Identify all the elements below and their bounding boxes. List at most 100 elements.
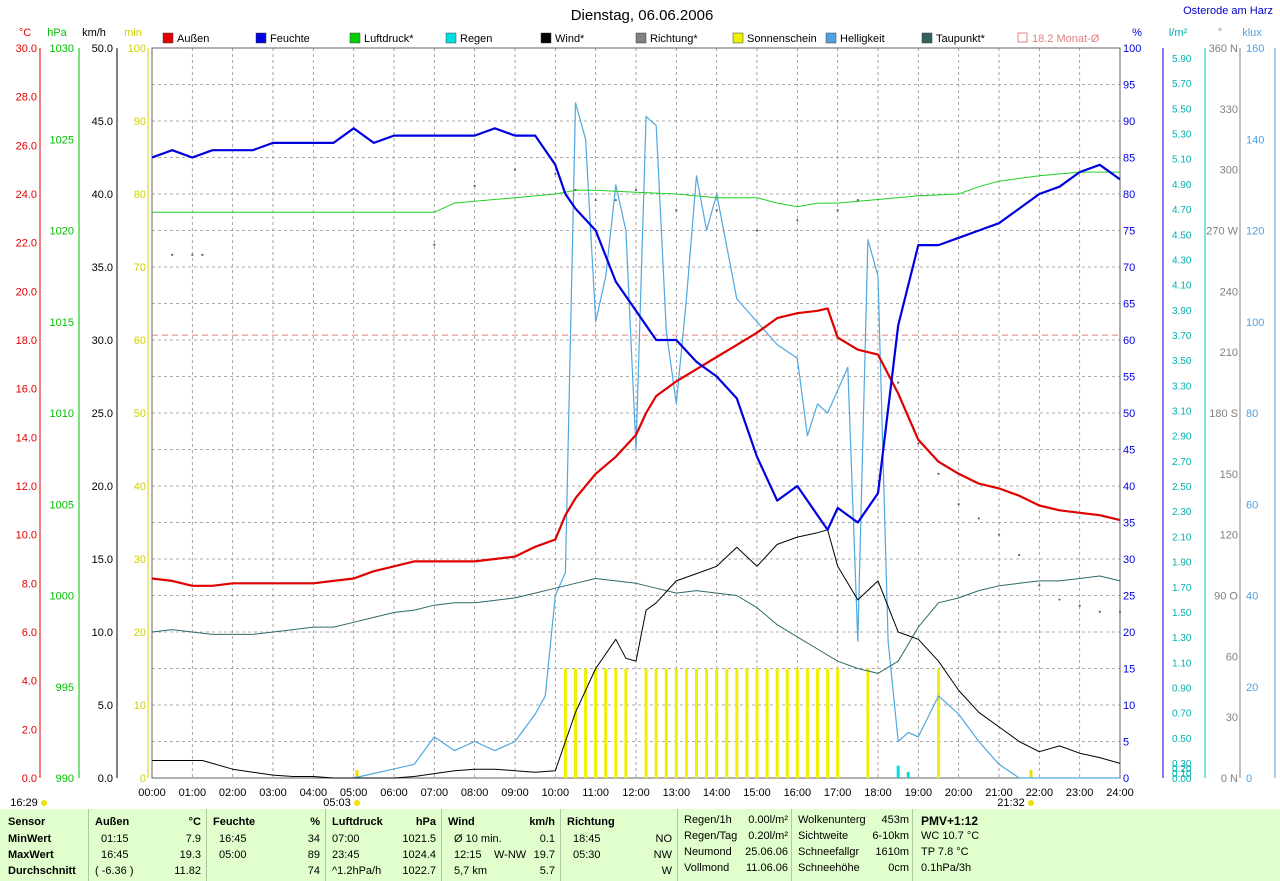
direction-point (594, 198, 597, 202)
stats-regen-value: 0.20l/m² (748, 830, 788, 842)
direction-tick-label: 120 (1220, 530, 1238, 542)
stats-richtung-header: Richtung (567, 816, 615, 828)
humidity-tick-label: 95 (1123, 80, 1135, 92)
humidity-tick-label: 65 (1123, 299, 1135, 311)
direction-point (1058, 598, 1061, 601)
direction-tick-label: 270 W (1206, 226, 1238, 238)
sunshine-bar (644, 668, 648, 778)
rain-tick-label: 1.90 (1172, 558, 1192, 569)
direction-tick-label: 180 S (1209, 408, 1238, 420)
stats-wolken-label: Schneefallgr (798, 846, 860, 858)
direction-tick-label: 150 (1220, 469, 1238, 481)
direction-point (433, 243, 436, 246)
legend-label: 18.2 Monat-Ø (1032, 33, 1100, 45)
direction-tick-label: 90 O (1214, 591, 1238, 603)
rain-tick-label: 1.10 (1172, 658, 1192, 669)
stats-feuchte-max-time: 05:00 (219, 849, 247, 861)
humidity-tick-label: 35 (1123, 518, 1135, 530)
wind-tick-label: 30.0 (92, 335, 113, 347)
legend-label: Helligkeit (840, 33, 885, 45)
stats-feuchte-min: 34 (307, 833, 320, 845)
stats-wind-max-dir: W-NW (494, 849, 527, 861)
time-tick-label: 21:00 (985, 787, 1013, 799)
time-tick-label: 19:00 (905, 787, 933, 799)
rain-tick-label: 1.70 (1172, 583, 1192, 594)
temp-tick-label: 20.0 (16, 286, 37, 298)
pressure-tick-label: 1000 (50, 591, 74, 603)
direction-point (1038, 584, 1041, 587)
weather-chart: 30.0 28.0 26.0 24.0 22.0 20.0 18.0 16.0 14.0 12.0… (10, 5, 1276, 809)
humidity-tick-label: 50 (1123, 408, 1135, 420)
time-tick-label: 14:00 (703, 787, 731, 799)
stats-wind-min-label: Ø 10 min. (454, 833, 502, 845)
stats-wind-unit: km/h (529, 816, 555, 828)
stats-aussen-avg-note: ( -6.36 ) (95, 865, 134, 877)
stats-regen-col: Regen/1h 0.00l/m² Regen/Tag 0.20l/m² Neu… (677, 809, 792, 881)
rain-bar (896, 765, 900, 778)
rain-tick-label: 5.90 (1172, 54, 1192, 65)
humidity-unit: % (1132, 27, 1142, 39)
stats-wolken-value: 6-10km (872, 830, 909, 842)
stats-aussen-min: 7.9 (185, 833, 201, 845)
plot-frame (151, 47, 1121, 779)
stats-richtung-max-time: 05:30 (573, 849, 601, 861)
rain-tick-label: 3.10 (1172, 407, 1192, 418)
sun-tick-label: 30 (134, 554, 146, 566)
stats-wolken-value: 1610m (875, 846, 909, 858)
time-tick-label: 06:00 (380, 787, 408, 799)
light-tick-label: 60 (1246, 499, 1258, 511)
time-tick-label: 15:00 (743, 787, 771, 799)
sunshine-bar (866, 668, 870, 778)
rain-tick-label: 5.30 (1172, 130, 1192, 141)
stats-moon-value: 25.06.06 (745, 846, 788, 858)
stats-aussen-header: Außen (95, 816, 130, 828)
time-tick-label: 13:00 (663, 787, 691, 799)
time-tick-label: 18:00 (864, 787, 892, 799)
stats-moon-label: Neumond (684, 846, 732, 858)
temp-tick-label: 2.0 (22, 724, 37, 736)
wind-tick-label: 5.0 (98, 700, 113, 712)
direction-tick-label: 60 (1226, 651, 1238, 663)
stats-wind-max: 19.7 (533, 849, 555, 861)
stats-wolken-col: Wolkenunterg 453m Sichtweite 6-10km Schn… (791, 809, 913, 881)
temp-tick-label: 30.0 (16, 43, 37, 55)
wind-tick-label: 25.0 (92, 408, 113, 420)
direction-tick-label: 210 (1220, 347, 1238, 359)
rain-tick-label: 0.20 (1172, 764, 1192, 775)
direction-unit: ° (1218, 27, 1222, 39)
stats-feuchte-avg: 74 (307, 865, 320, 877)
stats-aussen-max-time: 16:45 (101, 849, 129, 861)
humidity-tick-label: 15 (1123, 664, 1135, 676)
direction-point (574, 188, 577, 192)
pressure-tick-label: 1025 (50, 134, 74, 146)
rain-tick-label: 0.50 (1172, 734, 1192, 745)
time-tick-label: 04:00 (300, 787, 328, 799)
light-tick-label: 40 (1246, 591, 1258, 603)
temp-tick-label: 10.0 (16, 530, 37, 542)
stats-pmv-value: PMV+1:12 (921, 814, 979, 828)
direction-point (201, 253, 204, 256)
light-tick-label: 20 (1246, 682, 1258, 694)
wind-tick-label: 40.0 (92, 189, 113, 201)
stats-pressure-trend: 0.1hPa/3h (921, 862, 972, 874)
temp-tick-label: 8.0 (22, 578, 37, 590)
sun-tick-label: 80 (134, 189, 146, 201)
sunshine-bar (695, 668, 698, 778)
stats-luftdruck-max: 1024.4 (402, 849, 436, 861)
time-tick-label: 00:00 (138, 787, 166, 799)
sun-tick-label: 70 (134, 262, 146, 274)
light-tick-label: 140 (1246, 134, 1264, 146)
rain-tick-label: 0.10 (1172, 769, 1192, 780)
direction-point (1078, 604, 1081, 607)
stats-moon-label: Vollmond (684, 862, 730, 874)
stats-regen-value: 0.00l/m² (748, 814, 788, 826)
rain-tick-label: 0.30 (1172, 759, 1192, 770)
temp-tick-label: 0.0 (22, 773, 37, 785)
humidity-tick-label: 40 (1123, 481, 1135, 493)
wind-unit: km/h (82, 27, 106, 39)
legend-label: Regen (460, 33, 492, 45)
stats-wolken-label: Schneehöhe (798, 862, 860, 874)
sunshine-bar (735, 668, 739, 778)
stats-luftdruck-avg: 1022.7 (402, 865, 436, 877)
stats-luftdruck-unit: hPa (415, 816, 436, 828)
